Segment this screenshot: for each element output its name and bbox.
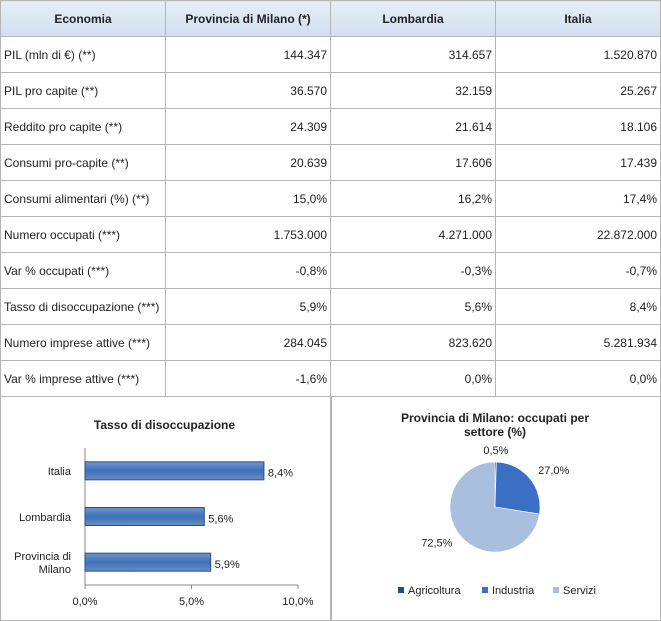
- table-cell: 1.520.870: [495, 36, 661, 73]
- table-cell: 25.267: [495, 72, 661, 109]
- data-label: 8,4%: [268, 468, 293, 480]
- table-cell: 0,0%: [330, 360, 496, 397]
- legend-swatch: [482, 587, 488, 593]
- bar-title: Tasso di disoccupazione: [93, 418, 236, 432]
- table-cell: 22.872.000: [495, 216, 661, 253]
- table-row: Consumi alimentari (%) (**) 15,0% 16,2% 17,…: [0, 180, 661, 217]
- table-cell: 17.606: [330, 144, 496, 181]
- pie-slice: [494, 461, 541, 515]
- data-label: 27,0%: [538, 465, 569, 477]
- legend-swatch: [553, 587, 559, 593]
- x-tick-label: 5,0%: [179, 596, 204, 608]
- table-cell: 16,2%: [330, 180, 496, 217]
- x-tick-label: 10,0%: [282, 596, 313, 608]
- header-cell: Italia: [495, 0, 661, 37]
- table-cell: Var % imprese attive (***): [0, 360, 166, 397]
- table-row: Consumi pro-capite (**) 20.639 17.606 17.43…: [0, 144, 661, 181]
- header-cell: Economia: [0, 0, 166, 37]
- legend-label: Servizi: [563, 585, 596, 597]
- data-label: 5,6%: [208, 513, 233, 525]
- table-row: Var % imprese attive (***) -1,6% 0,0% 0,0%: [0, 360, 661, 397]
- y-tick-label: Lombardia: [19, 512, 71, 524]
- table-cell: 314.657: [330, 36, 496, 73]
- y-tick-label: Provincia di Milano: [14, 551, 71, 577]
- table-row: Numero occupati (***) 1.753.000 4.271.000 2…: [0, 216, 661, 253]
- y-tick-label: Italia: [47, 466, 71, 479]
- table-row: PIL pro capite (**) 36.570 32.159 25.267: [0, 72, 661, 109]
- table-cell: PIL (mln di €) (**): [0, 36, 166, 73]
- table-cell: 36.570: [165, 72, 331, 109]
- legend-swatch: [398, 587, 404, 593]
- table-cell: 1.753.000: [165, 216, 331, 253]
- table-cell: 24.309: [165, 108, 331, 145]
- table-cell: 17,4%: [495, 180, 661, 217]
- table-cell: Var % occupati (***): [0, 252, 166, 289]
- table-row: PIL (mln di €) (**) 144.347 314.657 1.520.8…: [0, 36, 661, 73]
- legend-label: Industria: [492, 585, 535, 597]
- table-row: Reddito pro capite (**) 24.309 21.614 18.10…: [0, 108, 661, 145]
- table-cell: 8,4%: [495, 288, 661, 325]
- table-cell: 32.159: [330, 72, 496, 109]
- table-cell: 0,0%: [495, 360, 661, 397]
- table-cell: Numero imprese attive (***): [0, 324, 166, 361]
- bar: [84, 461, 265, 481]
- table-row: Var % occupati (***) -0,8% -0,3% -0,7%: [0, 252, 661, 289]
- table-cell: 20.639: [165, 144, 331, 181]
- table-cell: Reddito pro capite (**): [0, 108, 166, 145]
- pie-title: Provincia di Milano: occupati per settor…: [400, 411, 590, 439]
- table-cell: PIL pro capite (**): [0, 72, 166, 109]
- table-cell: 5,9%: [165, 288, 331, 325]
- table-cell: Numero occupati (***): [0, 216, 166, 253]
- data-label: 72,5%: [421, 537, 452, 549]
- data-label: 0,5%: [483, 445, 508, 457]
- table-cell: 21.614: [330, 108, 496, 145]
- table-cell: 284.045: [165, 324, 331, 361]
- bar: [84, 507, 205, 526]
- pie-slice: [449, 461, 540, 553]
- legend-label: Agricoltura: [408, 585, 461, 597]
- data-label: 5,9%: [215, 559, 240, 571]
- table-cell: -1,6%: [165, 360, 331, 397]
- bar: [84, 552, 212, 572]
- data-table: Economia Provincia di Milano (*) Lombardia…: [0, 0, 661, 397]
- table-cell: -0,3%: [330, 252, 496, 289]
- table-cell: 144.347: [165, 36, 331, 73]
- x-tick-label: 0,0%: [72, 596, 97, 608]
